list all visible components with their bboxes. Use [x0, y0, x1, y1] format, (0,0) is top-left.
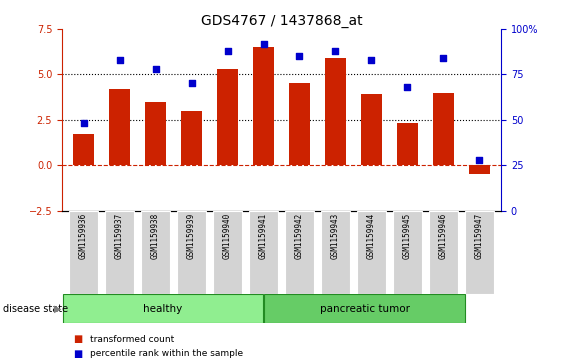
- Text: GSM1159938: GSM1159938: [151, 213, 160, 259]
- Point: [295, 53, 304, 59]
- Point: [331, 48, 340, 54]
- Bar: [468, 165, 490, 174]
- Point: [151, 66, 160, 72]
- Bar: [105, 211, 135, 294]
- Text: GSM1159947: GSM1159947: [475, 213, 484, 259]
- Text: ▶: ▶: [53, 303, 61, 314]
- Bar: [181, 111, 202, 165]
- Text: GSM1159943: GSM1159943: [331, 213, 340, 259]
- Text: GSM1159936: GSM1159936: [79, 213, 88, 259]
- Bar: [141, 211, 170, 294]
- Bar: [69, 211, 99, 294]
- Bar: [433, 93, 454, 165]
- Bar: [325, 58, 346, 165]
- Bar: [289, 83, 310, 165]
- Bar: [357, 211, 386, 294]
- Text: GSM1159946: GSM1159946: [439, 213, 448, 259]
- Title: GDS4767 / 1437868_at: GDS4767 / 1437868_at: [200, 14, 363, 28]
- Text: ■: ■: [73, 349, 82, 359]
- Bar: [109, 89, 130, 165]
- Bar: [213, 211, 242, 294]
- Point: [79, 121, 88, 126]
- Bar: [393, 211, 422, 294]
- Text: GSM1159941: GSM1159941: [259, 213, 268, 259]
- Bar: [361, 94, 382, 165]
- Text: healthy: healthy: [143, 303, 182, 314]
- Text: ■: ■: [73, 334, 82, 344]
- Point: [475, 157, 484, 163]
- Text: disease state: disease state: [3, 303, 68, 314]
- Bar: [249, 211, 278, 294]
- Text: GSM1159939: GSM1159939: [187, 213, 196, 259]
- Point: [403, 84, 412, 90]
- Bar: [397, 123, 418, 165]
- Bar: [285, 211, 314, 294]
- Point: [439, 55, 448, 61]
- Text: pancreatic tumor: pancreatic tumor: [320, 303, 410, 314]
- Bar: [145, 102, 166, 165]
- Point: [367, 57, 376, 63]
- Bar: [428, 211, 458, 294]
- Bar: [321, 211, 350, 294]
- Bar: [464, 211, 494, 294]
- Text: transformed count: transformed count: [90, 335, 175, 344]
- Bar: [264, 294, 465, 323]
- Bar: [62, 294, 263, 323]
- Bar: [253, 47, 274, 165]
- Text: percentile rank within the sample: percentile rank within the sample: [90, 350, 243, 358]
- Bar: [177, 211, 206, 294]
- Point: [115, 57, 124, 63]
- Text: GSM1159940: GSM1159940: [223, 213, 232, 259]
- Text: GSM1159942: GSM1159942: [295, 213, 304, 259]
- Text: GSM1159945: GSM1159945: [403, 213, 412, 259]
- Point: [259, 41, 268, 46]
- Text: GSM1159937: GSM1159937: [115, 213, 124, 259]
- Point: [223, 48, 232, 54]
- Bar: [217, 69, 238, 165]
- Text: GSM1159944: GSM1159944: [367, 213, 376, 259]
- Bar: [73, 134, 95, 165]
- Point: [187, 81, 196, 86]
